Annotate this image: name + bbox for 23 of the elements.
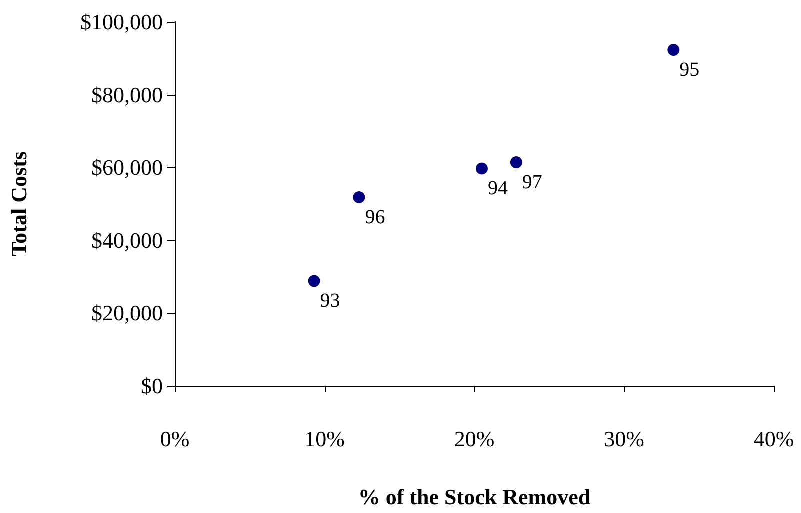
x-tick-label: 10% bbox=[304, 426, 345, 452]
y-tick-label: $40,000 bbox=[92, 228, 163, 253]
y-tick-label: $100,000 bbox=[80, 10, 163, 34]
annotation: 97 bbox=[522, 172, 542, 194]
y-tick-label: $60,000 bbox=[92, 155, 163, 180]
y-tick-label: $20,000 bbox=[92, 300, 163, 326]
point bbox=[476, 162, 488, 175]
annotation: 96 bbox=[365, 206, 386, 228]
y-axis-title: Total Costs bbox=[6, 151, 32, 256]
y-tick-label: $80,000 bbox=[92, 82, 163, 108]
point bbox=[668, 44, 680, 56]
point bbox=[510, 156, 522, 168]
x-tick-label: 20% bbox=[454, 426, 495, 452]
annotation: 95 bbox=[680, 59, 700, 82]
x-tick-label: 40% bbox=[754, 426, 794, 452]
point bbox=[308, 275, 320, 288]
x-tick-label: 30% bbox=[604, 426, 644, 452]
x-axis-title: % of the Stock Removed bbox=[358, 484, 591, 510]
y-tick-label: $0 bbox=[141, 374, 163, 398]
annotation: 93 bbox=[320, 290, 340, 312]
point bbox=[353, 191, 366, 204]
annotation: 94 bbox=[488, 178, 508, 200]
x-tick-label: 0% bbox=[160, 426, 190, 452]
